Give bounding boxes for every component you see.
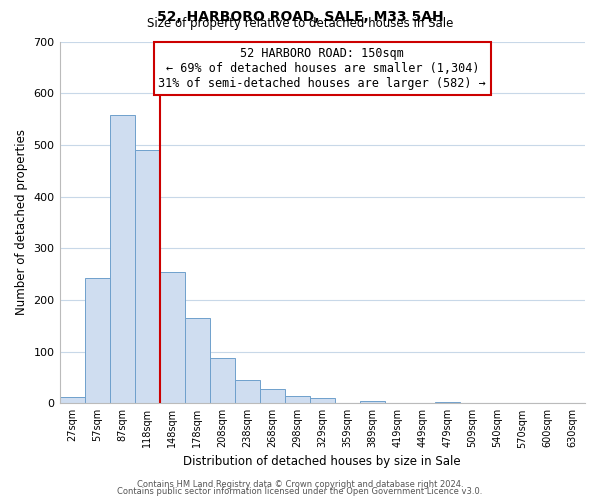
Bar	[285, 396, 310, 404]
Bar	[209, 358, 235, 404]
Bar	[360, 400, 385, 404]
Bar	[160, 272, 185, 404]
Bar	[85, 278, 110, 404]
Y-axis label: Number of detached properties: Number of detached properties	[15, 130, 28, 316]
Bar	[110, 115, 134, 404]
Bar	[185, 318, 209, 404]
Text: Size of property relative to detached houses in Sale: Size of property relative to detached ho…	[147, 18, 453, 30]
Text: 52, HARBORO ROAD, SALE, M33 5AH: 52, HARBORO ROAD, SALE, M33 5AH	[157, 10, 443, 24]
Text: Contains public sector information licensed under the Open Government Licence v3: Contains public sector information licen…	[118, 487, 482, 496]
Bar	[435, 402, 460, 404]
Text: 52 HARBORO ROAD: 150sqm
← 69% of detached houses are smaller (1,304)
31% of semi: 52 HARBORO ROAD: 150sqm ← 69% of detache…	[158, 47, 486, 90]
Bar	[134, 150, 160, 404]
Bar	[310, 398, 335, 404]
Text: Contains HM Land Registry data © Crown copyright and database right 2024.: Contains HM Land Registry data © Crown c…	[137, 480, 463, 489]
Bar	[59, 397, 85, 404]
X-axis label: Distribution of detached houses by size in Sale: Distribution of detached houses by size …	[184, 454, 461, 468]
Bar	[235, 380, 260, 404]
Bar	[260, 389, 285, 404]
